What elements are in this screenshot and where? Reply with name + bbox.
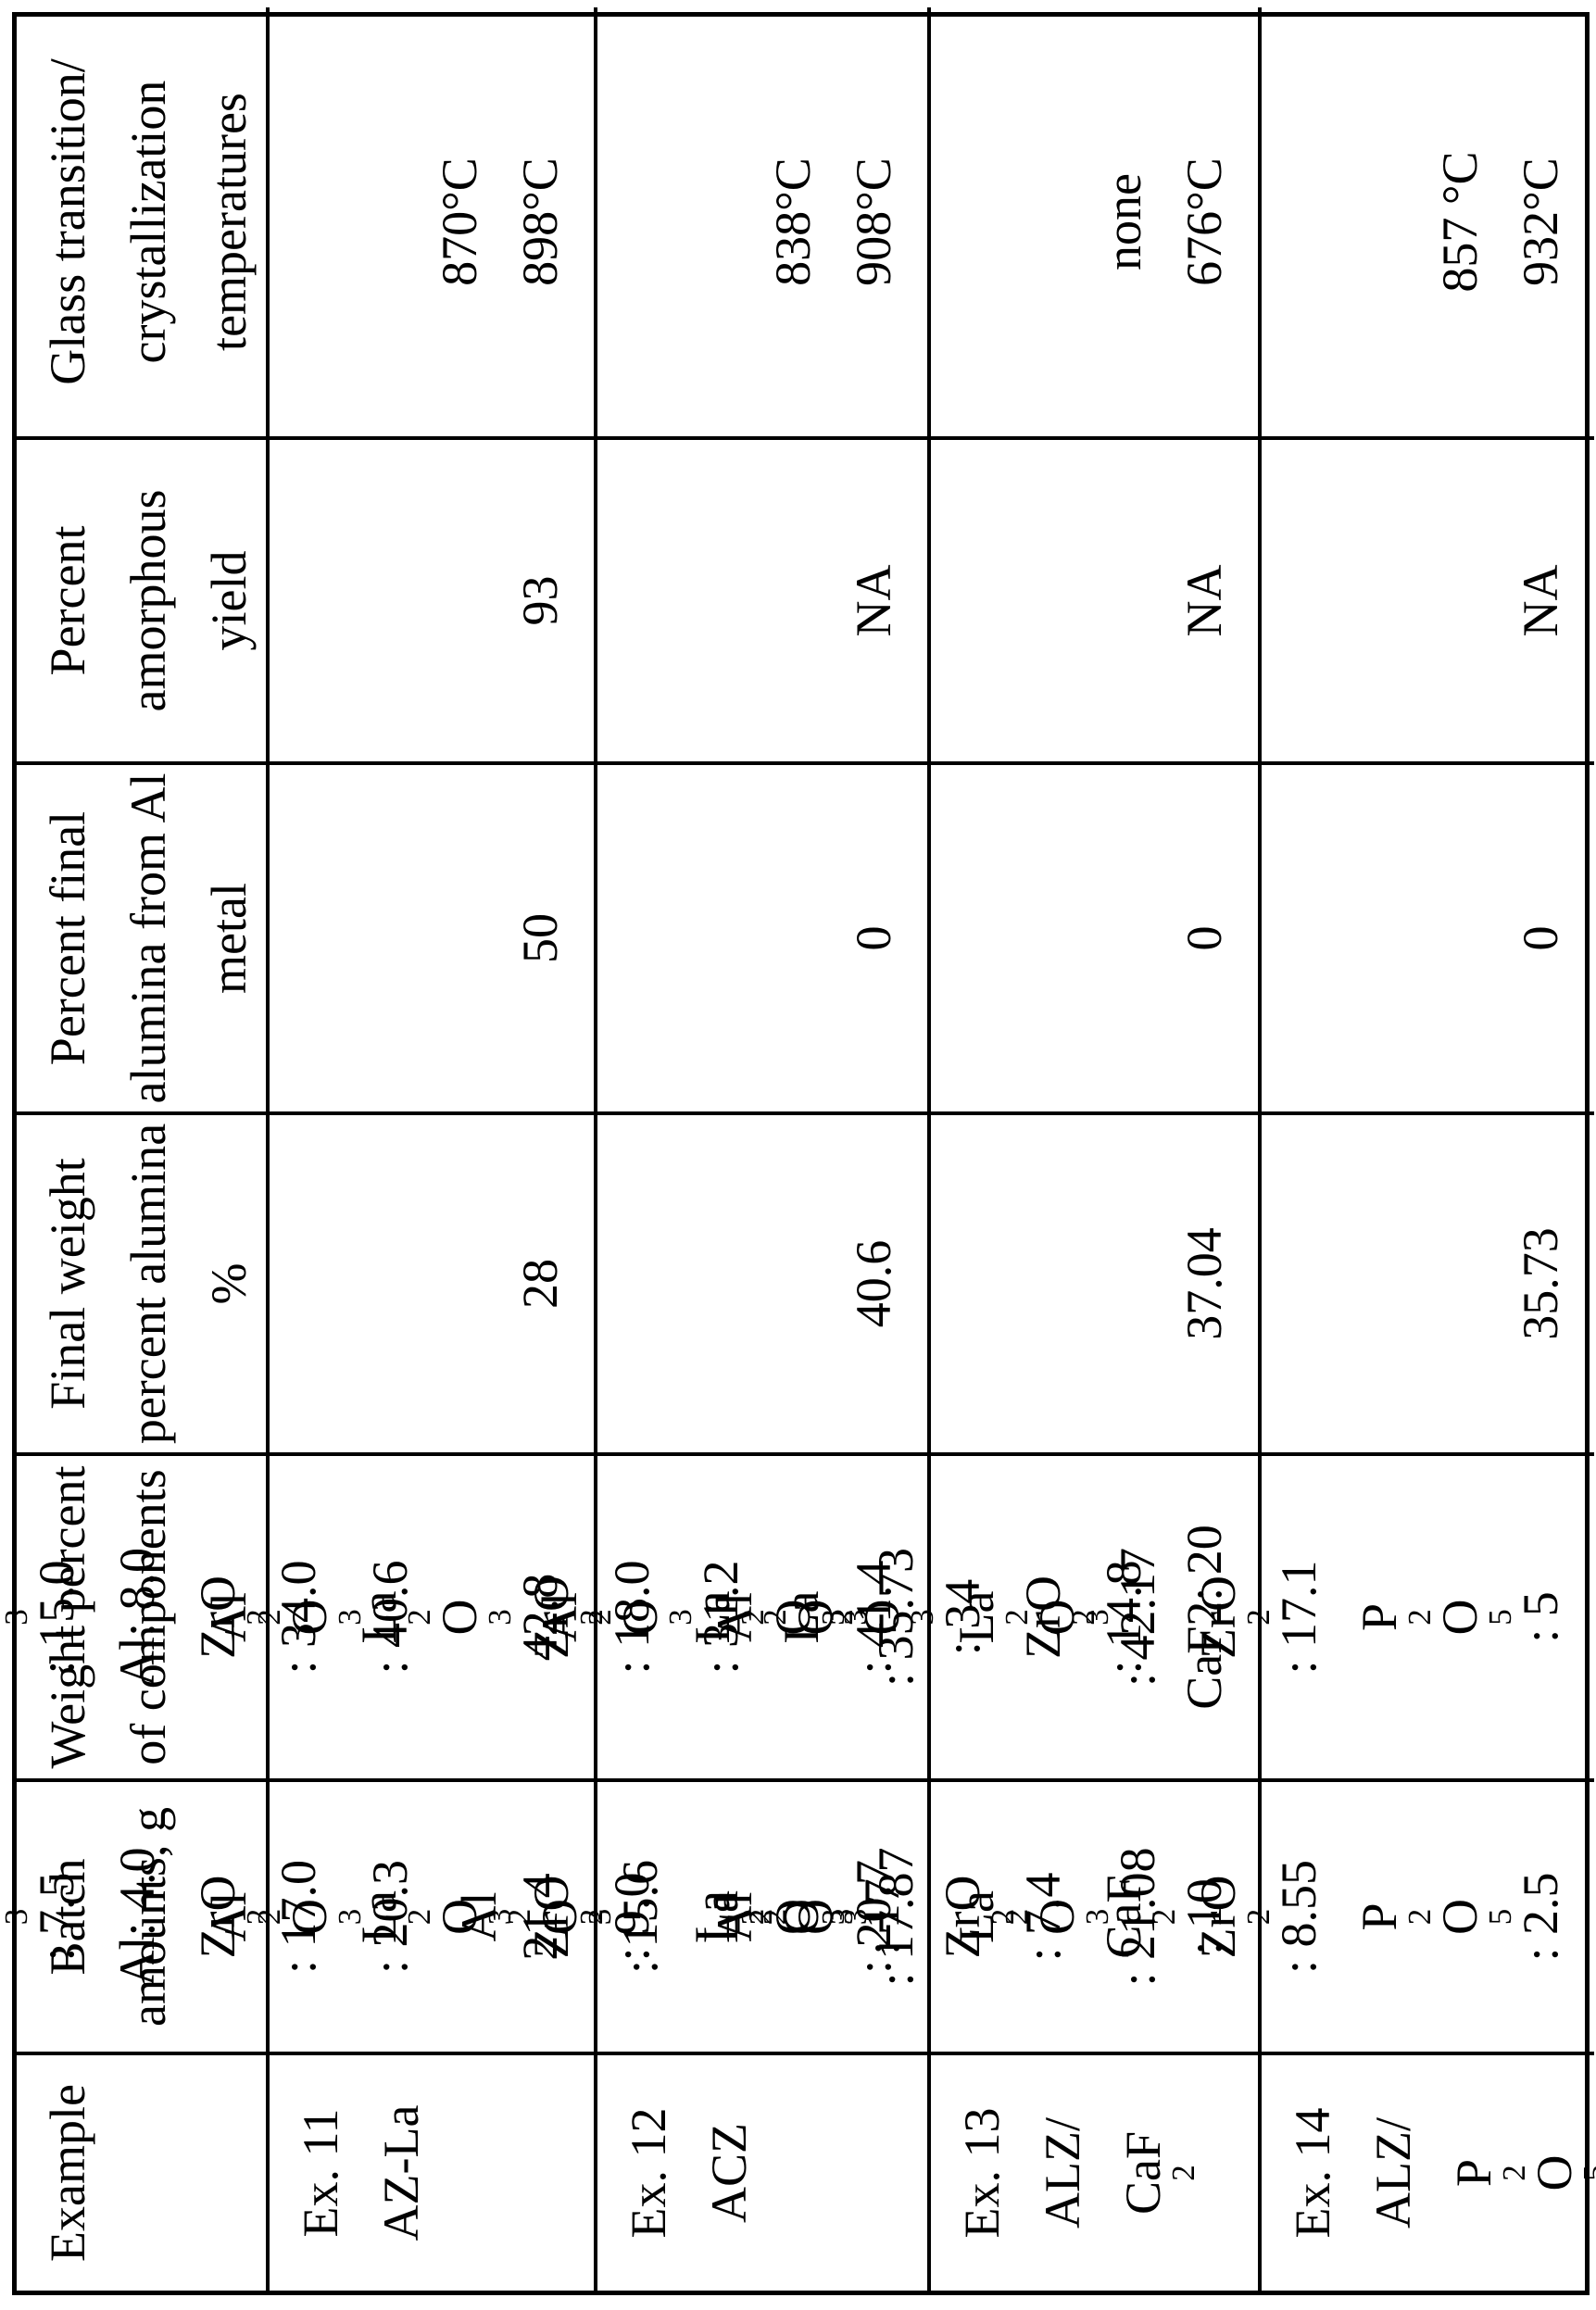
cell-ex12-percent-final-alumina-from-al-metal: 0 bbox=[597, 761, 931, 1111]
cell-ex12-example: Ex. 12 ACZ bbox=[597, 2052, 931, 2291]
cell-ex14-batch-amounts: Al 2 O 3: 17.87 La 2 O 3: 21.08 ZrO 2: 8.55 P 2 O 5: … bbox=[707, 1778, 1594, 2052]
cell-ex13-glass-transition-temperatures: none 676°C bbox=[931, 7, 1262, 436]
cell-ex12-glass-transition-temperatures: 838°C 908°C bbox=[597, 7, 931, 436]
header-final-weight-percent-alumina: Final weight percent alumina% bbox=[17, 1111, 270, 1452]
header-example: Example bbox=[17, 2052, 270, 2291]
cell-ex11-example: Ex. 11 AZ-La bbox=[270, 2052, 597, 2291]
cell-ex13-example: Ex. 13 ALZ/CaF 2 bbox=[931, 2052, 1262, 2291]
materials-data-table: Example Batch amounts, g Weight percent of… bbox=[0, 7, 1596, 2295]
cell-ex12-percent-amorphous-yield: NA bbox=[597, 436, 931, 761]
cell-ex13-percent-amorphous-yield: NA bbox=[931, 436, 1262, 761]
header-glass-transition-temperatures: Glass transition/crystallization temperat… bbox=[17, 7, 270, 436]
cell-ex14-weight-percent: Al 2 O 3: 35.73 La 2 O 3: 42.17 ZrO 2: 17.1 P 2 O 5: … bbox=[707, 1452, 1594, 1778]
rotated-table-container: Example Batch amounts, g Weight percent of… bbox=[0, 7, 1596, 2295]
cell-ex14-percent-amorphous-yield: NA bbox=[1262, 436, 1594, 761]
cell-ex11-glass-transition-temperatures: 870°C 898°C bbox=[270, 7, 597, 436]
cell-ex11-percent-amorphous-yield: 93 bbox=[270, 436, 597, 761]
header-percent-final-alumina-from-al-metal: Percent final alumina from Al metal bbox=[17, 761, 270, 1111]
cell-ex14-glass-transition-temperatures: 857 °C 932°C bbox=[1432, 151, 1568, 293]
cell-ex11-final-weight-percent-alumina: 28 bbox=[270, 1111, 597, 1452]
cell-ex12-final-weight-percent-alumina: 40.6 bbox=[597, 1111, 931, 1452]
cell-ex11-percent-final-alumina-from-al-metal: 50 bbox=[270, 761, 597, 1111]
cell-ex13-percent-final-alumina-from-al-metal: 0 bbox=[931, 761, 1262, 1111]
cell-ex14-final-weight-percent-alumina: 35.73 bbox=[1262, 1111, 1594, 1452]
cell-ex14-percent-final-alumina-from-al-metal: 0 bbox=[1262, 761, 1594, 1111]
cell-ex13-final-weight-percent-alumina: 37.04 bbox=[931, 1111, 1262, 1452]
header-percent-amorphous-yield: Percent amorphous yield bbox=[17, 436, 270, 761]
